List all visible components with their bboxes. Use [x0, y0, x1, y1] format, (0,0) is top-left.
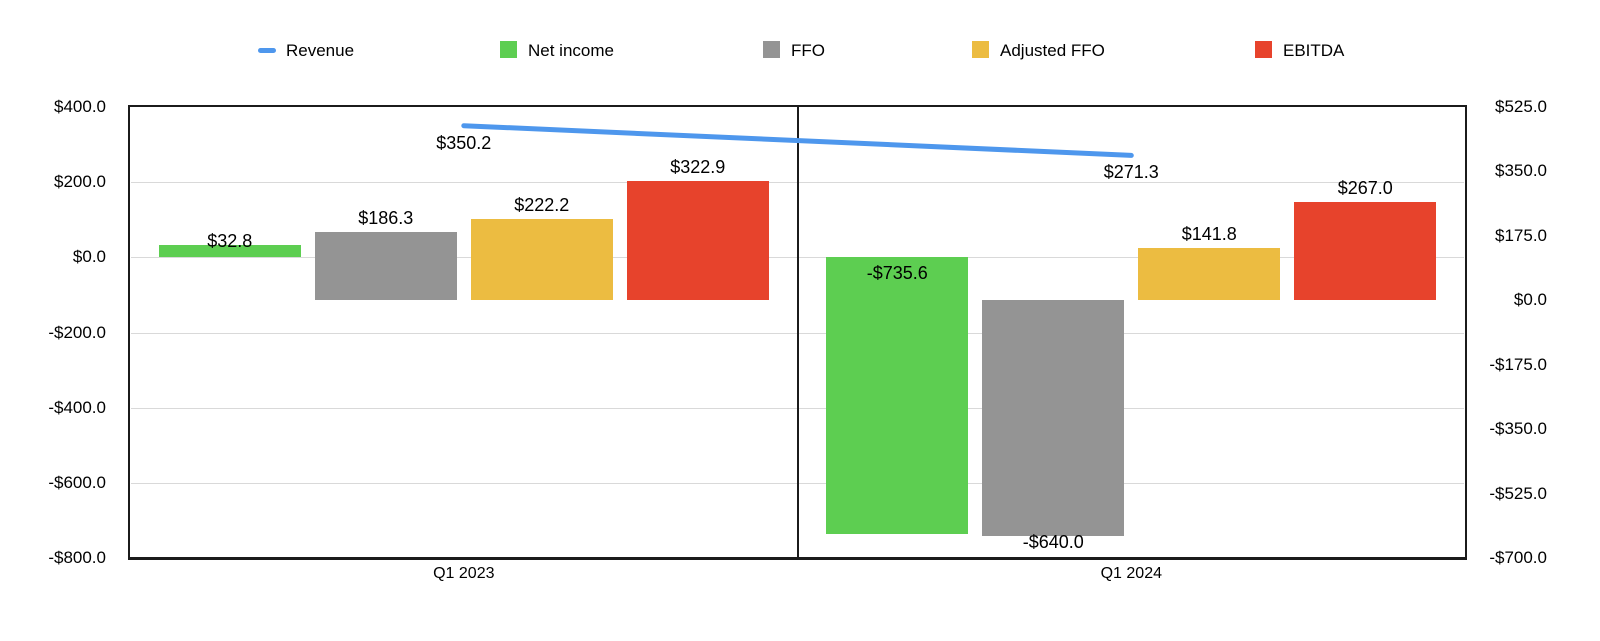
left-axis-tick-label: $200.0: [54, 172, 106, 192]
bar-ebitda-q1-2023[interactable]: [626, 181, 769, 301]
legend-label-net-income: Net income: [528, 41, 614, 60]
right-axis-tick-label: $525.0: [1495, 97, 1547, 116]
left-axis-tick-label: -$800.0: [48, 548, 106, 567]
x-axis-label-q1-2024: Q1 2024: [1100, 565, 1162, 582]
bar-adjusted-ffo-q1-2023[interactable]: [470, 218, 613, 301]
bar-net-income-q1-2024[interactable]: [826, 257, 969, 534]
bar-net-income-q1-2023[interactable]: [158, 245, 301, 258]
legend-label-revenue: Revenue: [286, 41, 355, 60]
right-axis-tick-label: $175.0: [1495, 225, 1547, 245]
left-axis-tick-label: -$200.0: [48, 322, 106, 342]
right-axis-tick-label: $0.0: [1513, 290, 1547, 310]
x-axis-label-q1-2023: Q1 2023: [433, 565, 495, 582]
right-axis-tick-label: -$700.0: [1489, 548, 1547, 567]
left-axis-tick-label: $0.0: [72, 247, 106, 267]
legend-line-swatch-icon: [258, 48, 276, 53]
legend-label-ebitda: EBITDA: [1283, 41, 1345, 60]
value-label-ebitda-q1-2024: $267.0: [1337, 178, 1393, 198]
right-axis-tick-label: -$525.0: [1489, 483, 1547, 503]
right-axis-tick-label: -$175.0: [1489, 354, 1547, 374]
category-divider: [797, 107, 799, 558]
bar-adjusted-ffo-q1-2024[interactable]: [1138, 248, 1281, 301]
value-label-ffo-q1-2023: $186.3: [358, 207, 414, 228]
value-label-adjusted-ffo-q1-2024: $141.8: [1181, 224, 1237, 245]
value-label-revenue-q1-2024: $271.3: [1103, 162, 1159, 183]
left-axis-tick-label: -$400.0: [48, 397, 106, 417]
legend-swatch-icon: [500, 41, 517, 58]
right-axis-tick-label: -$350.0: [1489, 419, 1547, 439]
right-axis-tick-label: $350.0: [1495, 161, 1547, 181]
value-label-net-income-q1-2024: -$735.6: [866, 263, 928, 284]
value-label-net-income-q1-2023: $32.8: [207, 231, 253, 251]
bar-ffo-q1-2024[interactable]: [982, 300, 1125, 536]
left-axis-tick-label: $400.0: [54, 97, 106, 116]
value-label-adjusted-ffo-q1-2023: $222.2: [514, 194, 570, 215]
legend-swatch-icon: [1255, 41, 1272, 58]
value-label-revenue-q1-2023: $350.2: [436, 132, 492, 153]
legend-swatch-icon: [972, 41, 989, 58]
legend-swatch-icon: [763, 41, 780, 58]
value-label-ebitda-q1-2023: $322.9: [670, 157, 726, 178]
bar-ebitda-q1-2024[interactable]: [1294, 202, 1437, 301]
legend-label-adjusted-ffo: Adjusted FFO: [1000, 41, 1105, 60]
legend-label-ffo: FFO: [791, 41, 825, 60]
left-axis-tick-label: -$600.0: [48, 472, 106, 492]
bar-ffo-q1-2023[interactable]: [314, 231, 457, 301]
revenue-line[interactable]: [461, 123, 1134, 158]
value-label-ffo-q1-2024: -$640.0: [1022, 531, 1084, 552]
plot-area: [128, 105, 1467, 560]
